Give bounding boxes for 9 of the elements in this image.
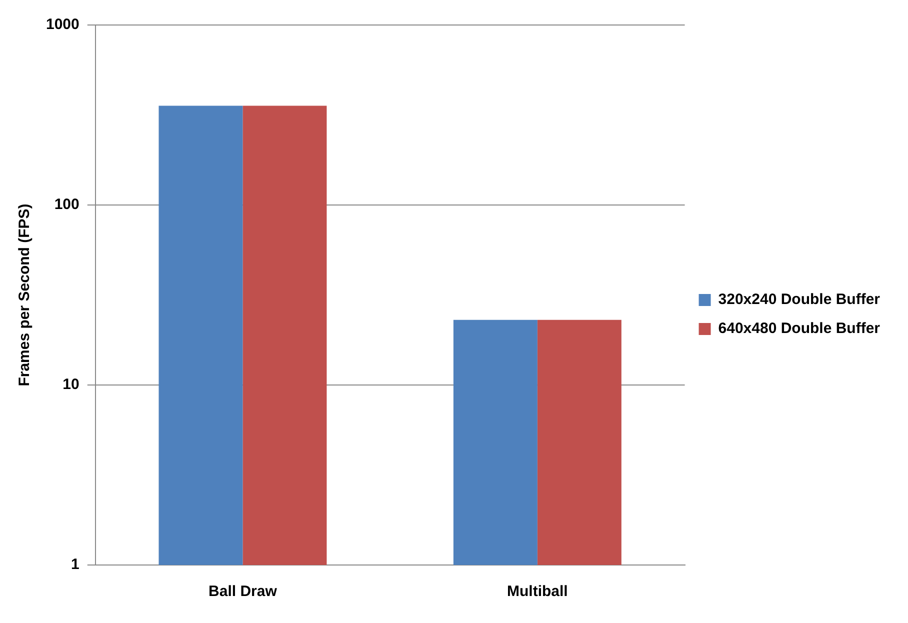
y-axis-title: Frames per Second (FPS)	[16, 204, 34, 386]
y-tick-label: 1000	[46, 16, 80, 34]
y-tick-label: 1	[71, 556, 80, 574]
y-tick-label: 10	[62, 376, 80, 394]
legend-label: 320x240 Double Buffer	[718, 291, 880, 308]
x-tick-label: Multiball	[507, 583, 568, 600]
legend-label: 640x480 Double Buffer	[718, 320, 880, 338]
x-tick-label: Ball Draw	[208, 583, 278, 600]
y-tick-label: 100	[54, 196, 80, 214]
